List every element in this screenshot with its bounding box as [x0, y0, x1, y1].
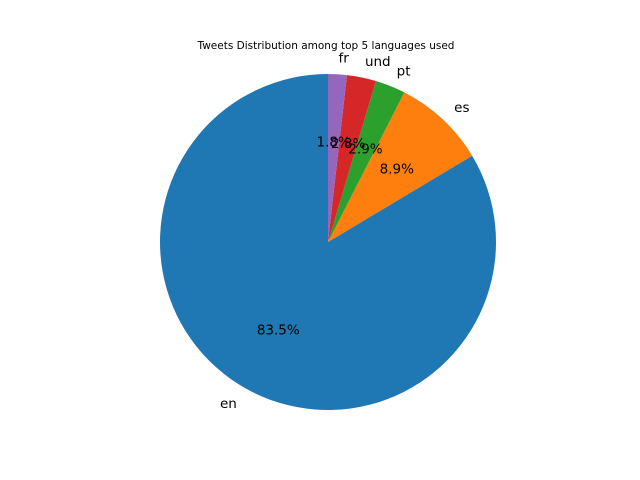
pie-percent-und: 2.8%	[331, 136, 365, 152]
pie-label-fr: fr	[338, 50, 349, 66]
pie-slice-pt	[328, 80, 405, 242]
pie-slices	[159, 74, 496, 410]
pie-label-en: en	[220, 396, 237, 412]
pie-label-und: und	[365, 54, 391, 70]
pie-label-es: es	[454, 100, 469, 116]
pie-percent-es: 8.9%	[380, 161, 414, 177]
pie-slice-es	[328, 92, 473, 243]
pie-percent-en: 83.5%	[257, 323, 300, 339]
chart-title: Tweets Distribution among top 5 language…	[197, 40, 455, 52]
pie-percent-fr: 1.8%	[317, 134, 351, 150]
pie-labels: en 83.5% es 8.9% pt 2.9% und 2.8% fr 1.8%	[220, 50, 470, 411]
pie-percent-pt: 2.9%	[348, 141, 382, 157]
pie-slice-fr	[328, 74, 347, 242]
pie-slice-und	[328, 75, 376, 243]
pie-label-pt: pt	[397, 63, 411, 79]
